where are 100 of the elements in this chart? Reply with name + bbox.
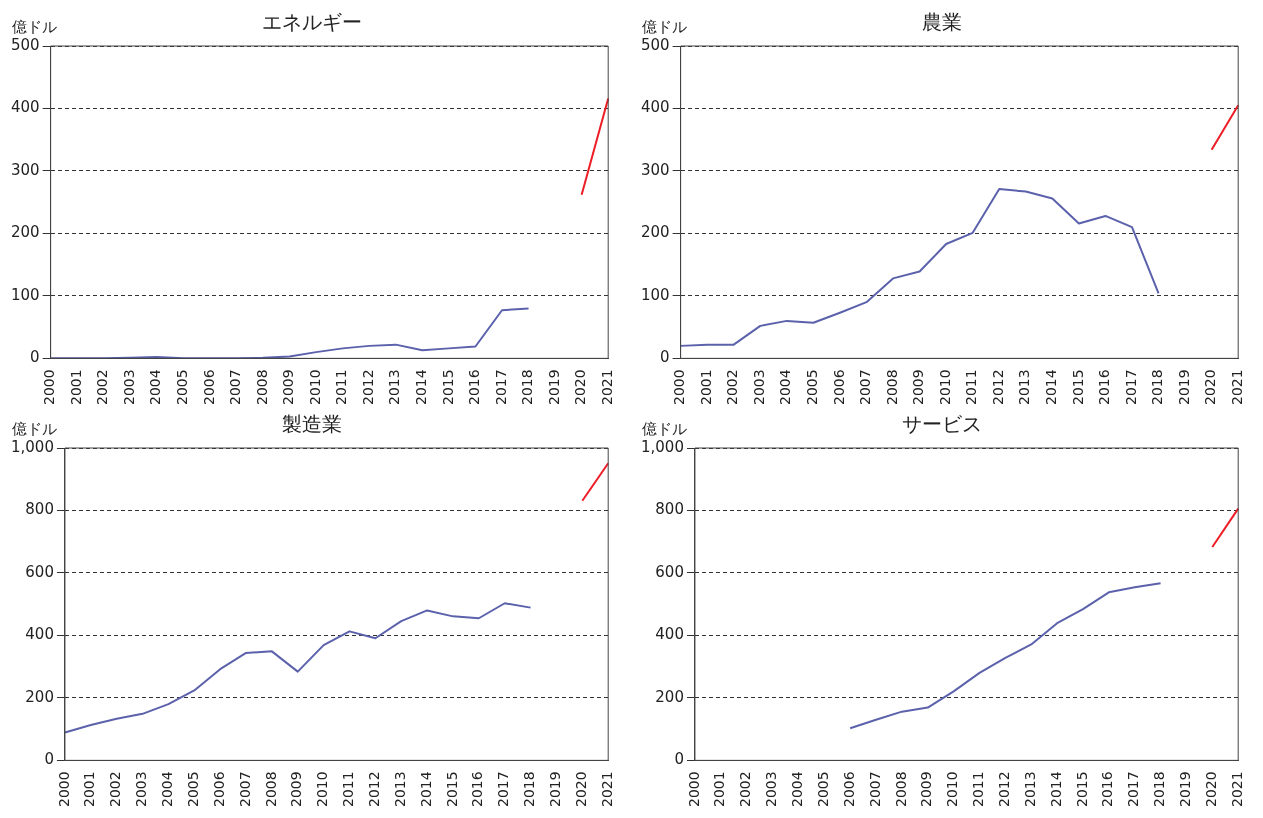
x-tick-label: 2019 [1175,369,1192,406]
x-tick-label: 2007 [236,771,253,808]
x-tick-label: 2009 [288,771,305,808]
x-tick-label: 2015 [1069,369,1086,406]
x-tick-label: 2011 [963,369,980,406]
x-tick-label: 2015 [1073,771,1090,808]
y-axis-title: 億ドル [12,17,57,36]
x-tick-label: 2012 [359,369,376,406]
x-tick-label: 2012 [989,369,1006,406]
x-tick-label: 2001 [697,369,714,406]
x-tick-label: 2013 [1021,771,1038,808]
x-tick-label: 2000 [41,369,58,406]
x-tick-label: 2018 [1151,771,1168,808]
x-tick-label: 2016 [469,771,486,808]
x-tick-label: 2021 [598,771,615,808]
x-tick-label: 2013 [386,369,403,406]
x-tick-label: 2011 [333,369,350,406]
x-tick-label: 2002 [94,369,111,406]
x-tick-label: 2003 [750,369,767,406]
x-tick-label: 2021 [1228,369,1245,406]
y-axis-title: 億ドル [642,419,687,438]
x-tick-label: 2018 [519,369,536,406]
x-tick-label: 2019 [547,771,564,808]
x-tick-label: 2010 [306,369,323,406]
x-tick-label: 2021 [598,369,615,406]
x-tick-label: 2010 [314,771,331,808]
y-tick-label: 200 [640,223,670,242]
x-tick-label: 2016 [466,369,483,406]
x-tick-label: 2000 [671,369,688,406]
x-tick-label: 2008 [883,369,900,406]
x-tick-label: 2014 [1042,369,1059,406]
x-tick-label: 2013 [391,771,408,808]
x-tick-label: 2008 [892,771,909,808]
x-tick-label: 2020 [572,369,589,406]
x-tick-label: 2001 [81,771,98,808]
x-tick-label: 2005 [814,771,831,808]
y-tick-label: 0 [30,348,40,367]
y-tick-label: 100 [10,285,40,304]
x-tick-label: 2016 [1096,369,1113,406]
x-tick-label: 2006 [840,771,857,808]
x-tick-label: 2014 [1047,771,1064,808]
x-tick-label: 2012 [996,771,1013,808]
x-tick-label: 2006 [200,369,217,406]
x-tick-label: 2019 [1177,771,1194,808]
x-tick-label: 2020 [1202,771,1219,808]
x-tick-label: 2009 [280,369,297,406]
x-tick-label: 2017 [495,771,512,808]
y-tick-label: 300 [640,160,670,179]
x-tick-label: 2006 [210,771,227,808]
x-tick-label: 2013 [1016,369,1033,406]
x-tick-label: 2020 [1202,369,1219,406]
x-tick-label: 2017 [492,369,509,406]
x-tick-label: 2007 [866,771,883,808]
x-tick-label: 2007 [227,369,244,406]
x-tick-label: 2001 [67,369,84,406]
x-tick-label: 2005 [184,771,201,808]
x-tick-label: 2019 [545,369,562,406]
x-tick-label: 2005 [804,369,821,406]
y-tick-label: 600 [25,562,54,581]
chart-title: エネルギー [262,10,362,35]
chart-title: サービス [902,412,982,437]
x-tick-label: 2002 [724,369,741,406]
x-tick-label: 2014 [417,771,434,808]
x-tick-label: 2004 [159,771,176,808]
x-tick-label: 2018 [521,771,538,808]
y-tick-label: 500 [10,35,40,54]
x-tick-label: 2003 [120,369,137,406]
y-tick-label: 400 [655,625,684,644]
x-tick-label: 2002 [107,771,124,808]
x-tick-label: 2000 [55,771,72,808]
y-tick-label: 400 [640,98,670,117]
x-tick-label: 2008 [262,771,279,808]
x-tick-label: 2004 [789,771,806,808]
x-tick-label: 2008 [253,369,270,406]
x-tick-label: 2009 [918,771,935,808]
x-tick-label: 2011 [340,771,357,808]
x-tick-label: 2017 [1125,771,1142,808]
x-tick-label: 2002 [737,771,754,808]
y-tick-label: 0 [44,750,54,769]
y-tick-label: 1,000 [10,437,54,456]
x-tick-label: 2018 [1149,369,1166,406]
x-tick-label: 2004 [147,369,164,406]
x-tick-label: 2010 [944,771,961,808]
x-tick-label: 2010 [936,369,953,406]
y-tick-label: 200 [10,223,40,242]
y-tick-label: 400 [25,625,54,644]
y-tick-label: 100 [640,285,670,304]
y-tick-label: 1,000 [640,437,684,456]
x-tick-label: 2007 [857,369,874,406]
x-tick-label: 2015 [439,369,456,406]
x-tick-label: 2000 [685,771,702,808]
x-tick-label: 2021 [1228,771,1245,808]
chart-title: 製造業 [282,412,342,437]
y-tick-label: 0 [674,750,684,769]
y-axis-title: 億ドル [642,17,687,36]
y-tick-label: 200 [25,687,54,706]
x-tick-label: 2011 [970,771,987,808]
y-tick-label: 400 [10,98,40,117]
x-tick-label: 2020 [572,771,589,808]
y-tick-label: 300 [10,160,40,179]
